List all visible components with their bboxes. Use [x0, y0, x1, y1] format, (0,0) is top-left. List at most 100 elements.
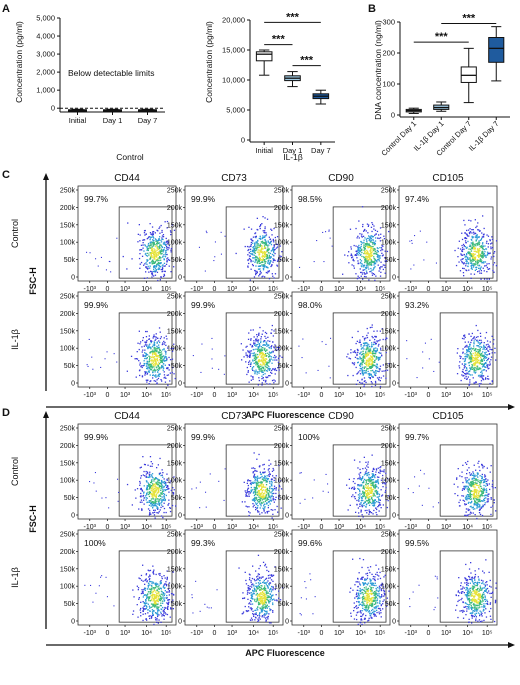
event-dot [363, 495, 365, 498]
event-dot [474, 263, 476, 265]
event-dot [250, 338, 252, 340]
event-dot [485, 357, 487, 359]
event-dot [156, 241, 158, 243]
event-dot [254, 482, 256, 484]
event-dot [363, 272, 365, 274]
event-dot [160, 502, 162, 504]
event-dot [363, 380, 365, 383]
event-dot [480, 256, 483, 258]
event-dot [266, 478, 269, 480]
event-dot [254, 344, 256, 346]
event-dot [155, 363, 157, 365]
event-dot [252, 482, 254, 484]
event-dot [359, 495, 361, 497]
event-dot [251, 240, 253, 242]
event-dot [468, 248, 470, 250]
event-dot [279, 245, 281, 247]
event-dot [372, 242, 375, 244]
event-dot [162, 255, 164, 257]
event-dot [163, 374, 166, 376]
event-dot [256, 348, 259, 350]
event-dot [456, 373, 459, 375]
event-dot [467, 251, 469, 254]
event-dot [139, 234, 141, 236]
event-dot [363, 502, 365, 504]
event-dot [255, 498, 258, 500]
event-dot [145, 475, 147, 477]
event-dot [371, 247, 373, 250]
event-dot [263, 256, 266, 258]
event-dot [273, 485, 276, 487]
event-dot [266, 272, 269, 274]
event-dot [255, 496, 257, 499]
event-dot [489, 364, 491, 366]
event-dot [146, 501, 149, 503]
event-dot [477, 368, 480, 370]
event-dot [458, 261, 460, 263]
event-dot [479, 348, 481, 350]
event-dot [156, 382, 158, 384]
event-dot [261, 481, 263, 483]
event-dot [264, 500, 267, 503]
event-dot [146, 255, 149, 257]
event-dot [157, 487, 159, 489]
event-dot [257, 353, 259, 356]
event-dot [472, 242, 474, 244]
event-dot [165, 335, 167, 337]
y-tick-label: 250k [274, 188, 290, 195]
event-dot [261, 360, 263, 362]
event-dot [249, 248, 252, 250]
event-dot [252, 503, 254, 505]
event-dot [256, 491, 258, 493]
event-dot [280, 255, 282, 258]
event-dot [473, 345, 475, 347]
event-dot [373, 262, 375, 265]
event-dot [264, 261, 266, 263]
event-dot [357, 262, 359, 264]
event-dot [348, 262, 350, 264]
event-dot [246, 356, 248, 358]
event-dot [360, 243, 362, 246]
event-dot [149, 511, 151, 514]
event-dot [154, 500, 157, 502]
event-dot [364, 259, 366, 261]
event-dot [275, 247, 278, 249]
event-dot [158, 268, 161, 270]
event-dot [150, 241, 153, 243]
event-dot [461, 374, 463, 376]
event-dot [269, 480, 271, 483]
event-dot [161, 485, 164, 487]
event-dot [356, 354, 358, 356]
event-dot [370, 381, 372, 383]
event-dot [261, 276, 263, 278]
event-dot [350, 254, 352, 257]
event-dot [268, 510, 270, 512]
event-dot [363, 266, 365, 268]
event-dot [262, 265, 264, 268]
event-dot [484, 245, 486, 247]
event-dot [299, 266, 301, 268]
event-dot [262, 478, 264, 481]
event-dot [151, 233, 153, 235]
event-dot [276, 260, 279, 262]
event-dot [486, 347, 488, 350]
event-dot [252, 498, 255, 500]
event-dot [368, 500, 370, 502]
event-dot [254, 478, 257, 481]
event-dot [147, 488, 149, 491]
event-dot [151, 354, 154, 356]
event-dot [366, 474, 368, 477]
event-dot [474, 250, 477, 252]
event-dot [161, 496, 163, 498]
event-dot [161, 360, 163, 362]
event-dot [255, 260, 257, 262]
event-dot [356, 373, 358, 375]
event-dot [376, 348, 378, 350]
event-dot [267, 240, 269, 242]
event-dot [368, 510, 370, 513]
event-dot [270, 347, 272, 350]
event-dot [265, 234, 268, 236]
event-dot [471, 243, 473, 245]
event-dot [483, 234, 485, 236]
event-dot [271, 234, 273, 236]
